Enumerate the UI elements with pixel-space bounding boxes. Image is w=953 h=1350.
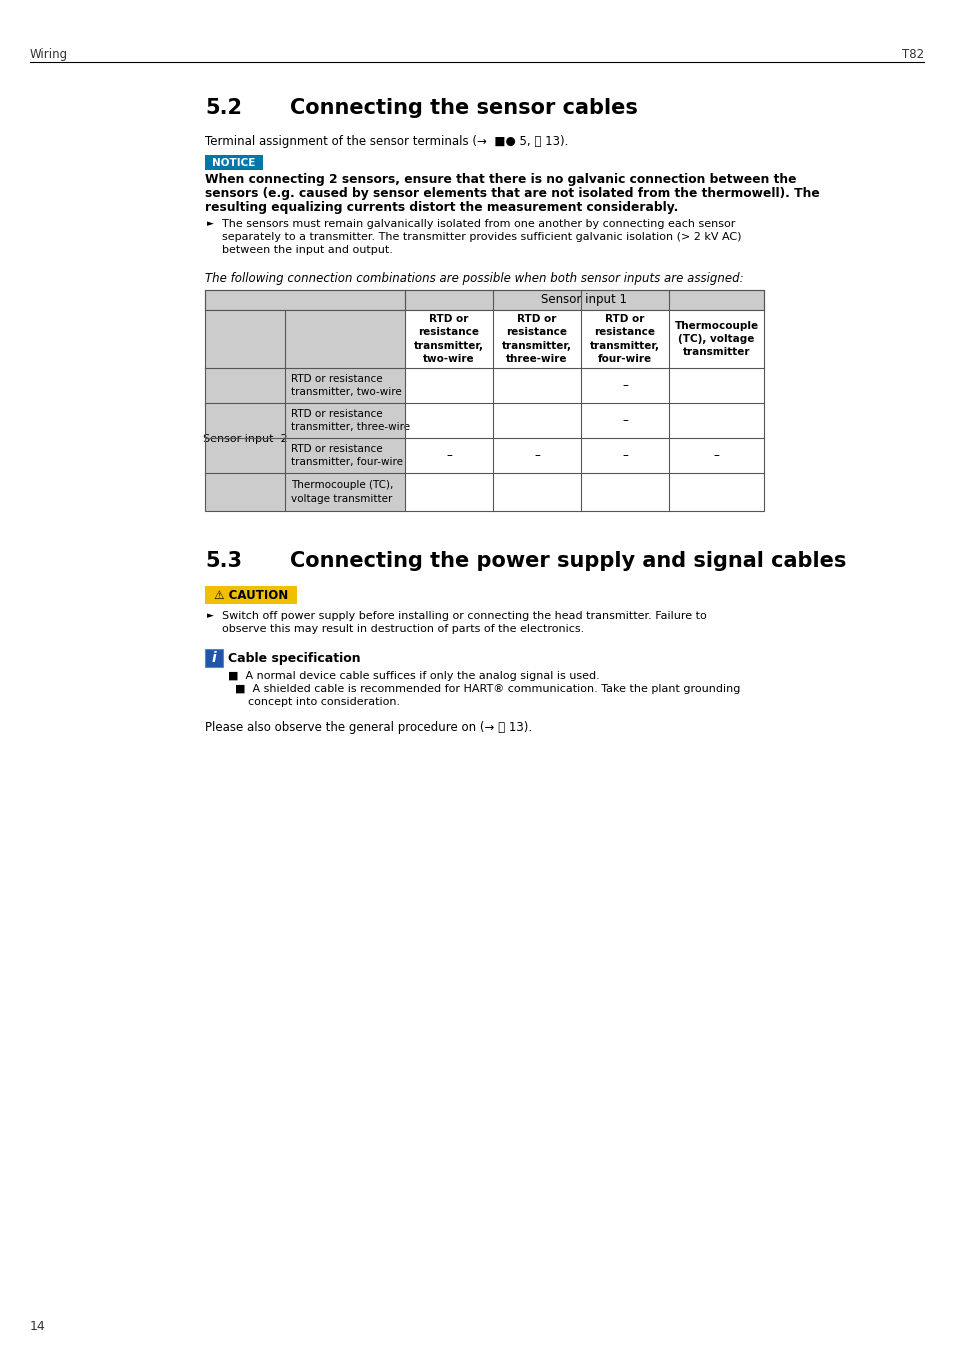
Text: RTD or
resistance
transmitter,
four-wire: RTD or resistance transmitter, four-wire (589, 315, 659, 363)
Text: resulting equalizing currents distort the measurement considerably.: resulting equalizing currents distort th… (205, 201, 678, 215)
Text: ►: ► (207, 219, 213, 228)
Text: RTD or resistance
transmitter, four-wire: RTD or resistance transmitter, four-wire (291, 444, 402, 467)
Text: Sensor input  2: Sensor input 2 (202, 435, 287, 444)
Text: ⚠ CAUTION: ⚠ CAUTION (213, 589, 288, 602)
Text: ■  A normal device cable suffices if only the analog signal is used.: ■ A normal device cable suffices if only… (228, 671, 599, 680)
Text: observe this may result in destruction of parts of the electronics.: observe this may result in destruction o… (222, 624, 583, 634)
Bar (205, 586, 296, 603)
Text: RTD or resistance
transmitter, three-wire: RTD or resistance transmitter, three-wir… (291, 409, 410, 432)
Bar (205, 310, 405, 369)
Bar (205, 649, 223, 667)
Text: ►: ► (207, 612, 213, 620)
Bar (205, 290, 763, 512)
Text: RTD or
resistance
transmitter,
two-wire: RTD or resistance transmitter, two-wire (414, 315, 483, 363)
Text: –: – (621, 379, 627, 391)
Text: separately to a transmitter. The transmitter provides sufficient galvanic isolat: separately to a transmitter. The transmi… (222, 232, 740, 242)
Text: Terminal assignment of the sensor terminals (→  ■● 5, ⎘ 13).: Terminal assignment of the sensor termin… (205, 135, 568, 148)
Text: NOTICE: NOTICE (213, 158, 255, 167)
Text: –: – (713, 450, 719, 462)
Text: –: – (446, 450, 452, 462)
Bar (405, 310, 763, 369)
Text: sensors (e.g. caused by sensor elements that are not isolated from the thermowel: sensors (e.g. caused by sensor elements … (205, 188, 819, 200)
Text: –: – (621, 414, 627, 427)
Text: between the input and output.: between the input and output. (222, 244, 393, 255)
Bar (205, 369, 285, 512)
Text: When connecting 2 sensors, ensure that there is no galvanic connection between t: When connecting 2 sensors, ensure that t… (205, 173, 796, 186)
Text: ■  A shielded cable is recommended for HART® communication. Take the plant groun: ■ A shielded cable is recommended for HA… (234, 684, 740, 694)
Text: –: – (621, 450, 627, 462)
Text: 5.3: 5.3 (205, 551, 242, 571)
Text: Sensor input 1: Sensor input 1 (541, 293, 627, 306)
Text: Wiring: Wiring (30, 49, 68, 61)
Text: –: – (534, 450, 539, 462)
Text: The sensors must remain galvanically isolated from one another by connecting eac: The sensors must remain galvanically iso… (222, 219, 735, 230)
Text: Switch off power supply before installing or connecting the head transmitter. Fa: Switch off power supply before installin… (222, 612, 706, 621)
Text: 14: 14 (30, 1320, 46, 1332)
Bar (285, 369, 405, 512)
Bar (205, 155, 263, 170)
Bar (205, 290, 763, 310)
Text: The following connection combinations are possible when both sensor inputs are a: The following connection combinations ar… (205, 271, 742, 285)
Text: Connecting the power supply and signal cables: Connecting the power supply and signal c… (290, 551, 845, 571)
Text: RTD or resistance
transmitter, two-wire: RTD or resistance transmitter, two-wire (291, 374, 401, 397)
Text: Please also observe the general procedure on (→ ⎘ 13).: Please also observe the general procedur… (205, 721, 532, 734)
Text: 5.2: 5.2 (205, 99, 242, 117)
Text: Connecting the sensor cables: Connecting the sensor cables (290, 99, 638, 117)
Bar (405, 369, 763, 512)
Text: T82: T82 (901, 49, 923, 61)
Text: Thermocouple
(TC), voltage
transmitter: Thermocouple (TC), voltage transmitter (674, 321, 758, 358)
Text: RTD or
resistance
transmitter,
three-wire: RTD or resistance transmitter, three-wir… (501, 315, 572, 363)
Text: Thermocouple (TC),
voltage transmitter: Thermocouple (TC), voltage transmitter (291, 481, 393, 504)
Text: Cable specification: Cable specification (228, 652, 360, 666)
Text: i: i (212, 651, 216, 666)
Text: concept into consideration.: concept into consideration. (248, 697, 399, 707)
